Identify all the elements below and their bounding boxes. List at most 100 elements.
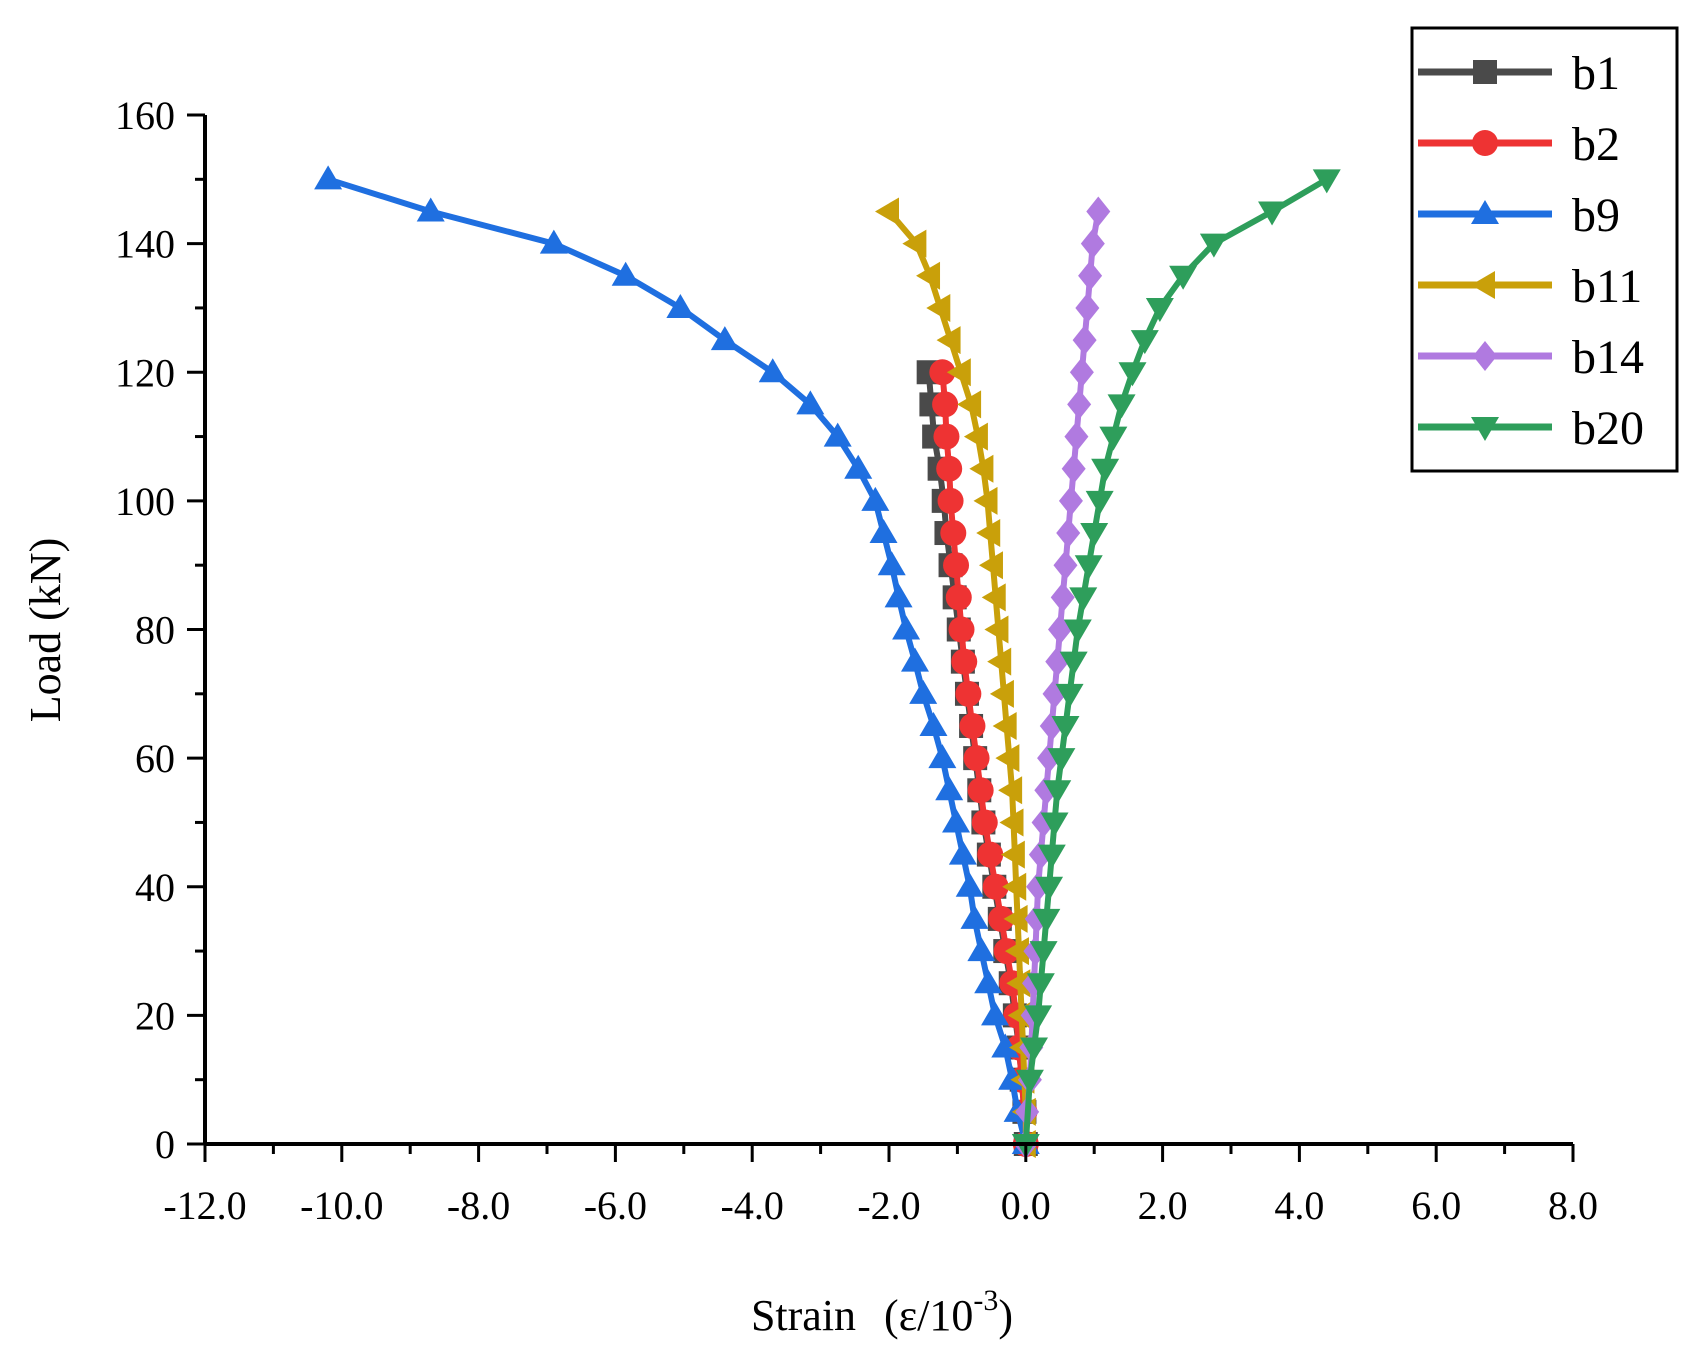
data-point-b11 — [1002, 872, 1027, 901]
y-tick-label: 40 — [135, 865, 175, 910]
data-point-b11 — [1003, 904, 1028, 933]
data-point-b20 — [1043, 780, 1072, 805]
data-point-b9 — [710, 326, 739, 351]
data-point-b9 — [900, 647, 929, 672]
data-point-b14 — [1086, 196, 1111, 227]
y-tick-label: 80 — [135, 608, 175, 653]
data-point-b11 — [963, 422, 988, 451]
data-point-b14 — [1075, 292, 1100, 323]
data-point-b2 — [929, 359, 956, 386]
data-point-b9 — [955, 872, 984, 897]
legend-label: b9 — [1572, 189, 1620, 242]
data-point-b20 — [1169, 265, 1198, 290]
x-tick-label: 6.0 — [1411, 1183, 1461, 1228]
x-tick-label: -10.0 — [300, 1183, 383, 1228]
data-point-b11 — [902, 229, 927, 258]
data-point-b9 — [919, 711, 948, 736]
x-axis-title-close: ) — [998, 1291, 1013, 1340]
data-point-b11 — [969, 454, 994, 483]
data-point-b11 — [999, 808, 1024, 837]
data-point-b2 — [959, 712, 986, 739]
data-point-b14 — [1056, 518, 1081, 549]
data-point-b20 — [1015, 1069, 1044, 1094]
data-point-b20 — [1145, 297, 1174, 322]
data-point-b2 — [943, 552, 970, 579]
data-point-b9 — [935, 776, 964, 801]
data-point-b2 — [945, 584, 972, 611]
data-point-b20 — [1130, 330, 1159, 355]
data-point-b14 — [1053, 550, 1078, 581]
data-point-b9 — [991, 1033, 1020, 1058]
data-point-b11 — [957, 390, 982, 419]
legend-marker — [1471, 271, 1495, 299]
data-point-b20 — [1063, 619, 1092, 644]
data-point-b9 — [960, 904, 989, 929]
data-point-b11 — [992, 711, 1017, 740]
legend-marker — [1473, 60, 1497, 84]
y-tick-label: 160 — [115, 93, 175, 138]
data-point-b9 — [942, 808, 971, 833]
x-tick-label: 8.0 — [1548, 1183, 1598, 1228]
series-b9 — [314, 165, 1040, 1154]
x-axis-title-unit: (ε/10 — [884, 1291, 973, 1340]
legend-marker — [1471, 200, 1499, 224]
y-tick-label: 100 — [115, 479, 175, 524]
data-point-b11 — [1000, 840, 1025, 869]
data-point-b20 — [1085, 490, 1114, 515]
x-tick-label: -2.0 — [857, 1183, 920, 1228]
y-tick-label: 20 — [135, 993, 175, 1038]
data-point-b9 — [869, 519, 898, 544]
x-axis-title: Strain (ε/10-3) — [751, 1284, 1013, 1340]
data-point-b14 — [1058, 485, 1083, 516]
data-point-b2 — [988, 905, 1015, 932]
data-point-b9 — [758, 358, 787, 383]
data-point-b2 — [940, 520, 967, 547]
legend-marker — [1473, 341, 1497, 371]
y-tick-label: 0 — [155, 1122, 175, 1167]
data-point-b14 — [1067, 389, 1092, 420]
data-point-b9 — [981, 1001, 1010, 1026]
data-point-b9 — [823, 422, 852, 447]
data-point-b11 — [936, 326, 961, 355]
legend-marker — [1472, 130, 1498, 156]
data-point-b11 — [926, 293, 951, 322]
data-point-b2 — [936, 455, 963, 482]
legend-item-b20: b20 — [1418, 402, 1644, 455]
data-point-b2 — [963, 745, 990, 772]
data-point-b20 — [1024, 1005, 1053, 1030]
data-point-b11 — [1006, 969, 1031, 998]
series-b11 — [875, 197, 1036, 1158]
data-point-b2 — [948, 616, 975, 643]
data-point-b11 — [978, 551, 1003, 580]
x-tick-label: 0.0 — [1001, 1183, 1051, 1228]
data-point-b14 — [1064, 421, 1089, 452]
data-point-b14 — [1061, 453, 1086, 484]
data-point-b20 — [1258, 201, 1287, 226]
data-point-b20 — [1029, 941, 1058, 966]
x-axis-title-exponent: -3 — [973, 1284, 998, 1317]
x-tick-label: 4.0 — [1274, 1183, 1324, 1228]
legend-item-b11: b11 — [1418, 260, 1642, 313]
data-point-b11 — [976, 519, 1001, 548]
data-point-b9 — [967, 937, 996, 962]
data-point-b9 — [928, 744, 957, 769]
data-point-b20 — [1199, 233, 1228, 258]
data-point-b9 — [314, 165, 343, 190]
x-tick-label: -12.0 — [163, 1183, 246, 1228]
y-tick-label: 60 — [135, 736, 175, 781]
data-point-b9 — [416, 197, 445, 222]
data-point-b11 — [916, 261, 941, 290]
data-point-b11 — [981, 583, 1006, 612]
data-point-b20 — [1032, 908, 1061, 933]
data-point-b20 — [1099, 426, 1128, 451]
data-point-b20 — [1047, 748, 1076, 773]
data-point-b9 — [948, 840, 977, 865]
series-b20 — [1011, 169, 1341, 1158]
legend-label: b14 — [1572, 331, 1644, 384]
y-tick-label: 140 — [115, 222, 175, 267]
data-point-b9 — [909, 679, 938, 704]
data-point-b11 — [998, 776, 1023, 805]
data-point-b9 — [796, 390, 825, 415]
data-point-b20 — [1091, 458, 1120, 483]
